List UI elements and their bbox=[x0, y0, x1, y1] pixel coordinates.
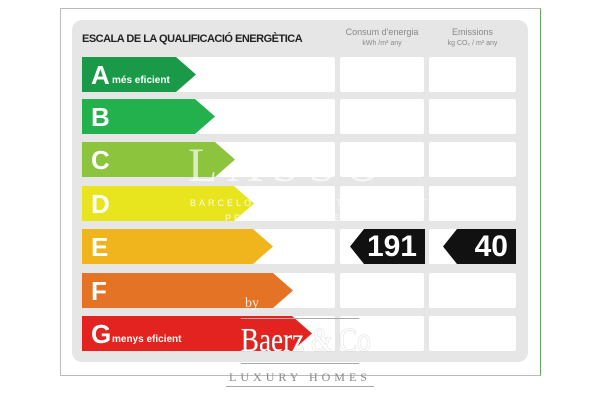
watermark-line1: BARCELONA REAL ESTATE EXPERTS bbox=[190, 198, 439, 208]
energy-cell bbox=[340, 99, 424, 134]
emissions-cell bbox=[429, 186, 516, 221]
energy-column-unit: kWh /m² any bbox=[362, 40, 402, 47]
rating-letter: B bbox=[91, 102, 110, 132]
emissions-cell bbox=[429, 273, 516, 308]
emissions-column-unit: kg CO₂ / m² any bbox=[447, 40, 498, 47]
watermark-logo: LASSO bbox=[188, 139, 391, 192]
energy-cell bbox=[340, 142, 424, 177]
rating-letter: C bbox=[91, 145, 110, 175]
emissions-cell bbox=[429, 142, 516, 177]
rating-letter: A bbox=[91, 60, 110, 90]
emissions-cell bbox=[429, 316, 516, 351]
rating-caption: menys eficient bbox=[112, 334, 182, 345]
energy-cell bbox=[340, 316, 424, 351]
rating-arrow-f: F bbox=[82, 273, 293, 308]
watermark-sub: LUXURY HOMES bbox=[226, 370, 374, 387]
energy-column-header: Consum d'energia kWh /m² any bbox=[340, 25, 424, 49]
energy-cell bbox=[340, 57, 424, 92]
label-title: ESCALA DE LA QUALIFICACIÓ ENERGÈTICA bbox=[82, 33, 303, 45]
emissions-cell bbox=[429, 99, 516, 134]
rating-arrow-b: B bbox=[82, 99, 215, 134]
watermark-by: by bbox=[245, 296, 259, 311]
rating-arrow-e: E bbox=[82, 229, 273, 264]
emissions-value-badge: 40 bbox=[443, 229, 516, 264]
energy-cell bbox=[340, 273, 424, 308]
rating-arrow-a: A més eficient bbox=[82, 57, 196, 92]
emissions-cell bbox=[429, 57, 516, 92]
rating-arrow-g: G menys eficient bbox=[82, 316, 312, 351]
rating-letter: E bbox=[91, 232, 109, 262]
watermark-brand: Baerz & Co bbox=[240, 318, 371, 364]
energy-value-badge: 191 bbox=[350, 229, 425, 264]
rating-caption: més eficient bbox=[112, 75, 170, 86]
energy-cell bbox=[340, 186, 424, 221]
rating-arrow-c: C bbox=[82, 142, 235, 177]
rating-letter: F bbox=[91, 276, 107, 306]
emissions-column-header: Emissions kg CO₂ / m² any bbox=[429, 25, 516, 49]
rating-letter: G bbox=[91, 319, 112, 349]
rating-letter: D bbox=[91, 189, 110, 219]
rating-arrow-d: D bbox=[82, 186, 254, 221]
watermark-line2: PROPERTY HOMES bbox=[225, 213, 352, 223]
emissions-column-label: Emissions bbox=[451, 27, 493, 37]
energy-column-label: Consum d'energia bbox=[345, 27, 419, 37]
